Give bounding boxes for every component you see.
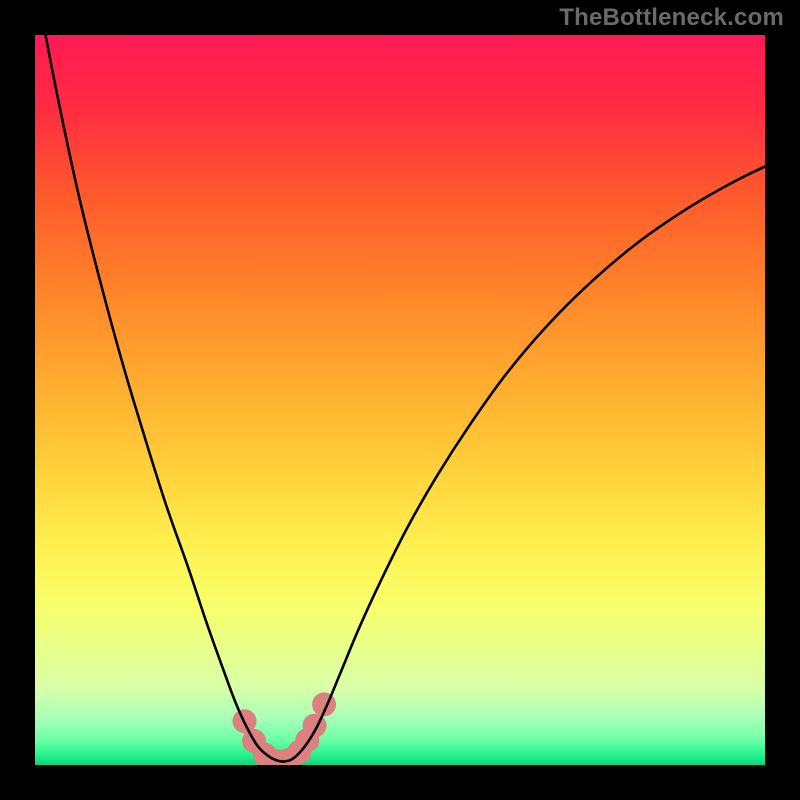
- watermark-text: TheBottleneck.com: [559, 4, 784, 32]
- chart-container: TheBottleneck.com: [0, 0, 800, 800]
- plot-area: [35, 35, 765, 765]
- chart-svg: [35, 35, 765, 765]
- bottleneck-curve: [39, 35, 765, 762]
